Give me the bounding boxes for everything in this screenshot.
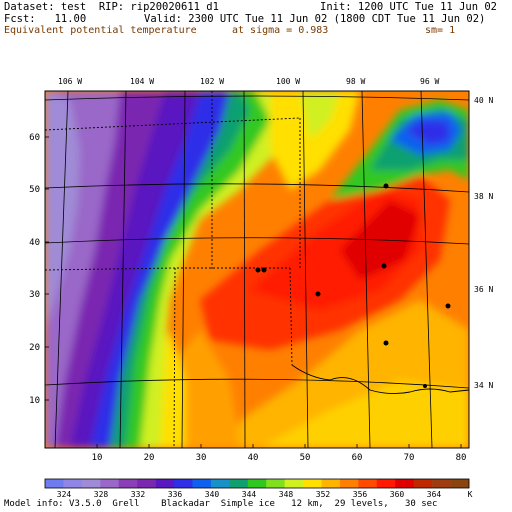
x-tick-6: 70: [404, 453, 415, 463]
colorbar-swatch: [284, 479, 304, 488]
cb-label-5: 344: [242, 490, 257, 499]
colorbar-swatch: [321, 479, 341, 488]
cb-unit: K: [468, 490, 473, 499]
colorbar-swatch: [192, 479, 212, 488]
x-tick-7: 80: [456, 453, 467, 463]
colorbar-frame: [44, 478, 470, 489]
y-tick-3: 40: [29, 238, 40, 248]
longitude-labels: 106 W 104 W 102 W 100 W 98 W 96 W: [58, 77, 439, 86]
colorbar-swatch: [303, 479, 322, 488]
cb-label-10: 364: [427, 490, 442, 499]
x-tick-0: 10: [92, 453, 103, 463]
colorbar-swatch: [137, 479, 156, 488]
y-tick-5: 60: [29, 133, 40, 143]
map-frame: [44, 90, 470, 449]
colorbar-swatch: [247, 479, 267, 488]
latitude-labels: 40 N 38 N 36 N 34 N: [474, 96, 493, 390]
forecast-label: Fcst: 11.00: [4, 13, 87, 25]
lat-label-2: 36 N: [474, 285, 493, 294]
x-tick-1: 20: [144, 453, 155, 463]
colorbar-swatch: [395, 479, 414, 488]
colorbar-swatch: [266, 479, 285, 488]
colorbar-swatch: [174, 479, 193, 488]
colorbar-swatch: [358, 479, 378, 488]
colorbar-swatch: [210, 479, 230, 488]
colorbar-swatch: [450, 479, 470, 488]
x-tick-3: 40: [248, 453, 259, 463]
lon-label-5: 96 W: [420, 77, 439, 86]
cb-label-9: 360: [390, 490, 405, 499]
cb-label-2: 332: [131, 490, 146, 499]
model-info: Model info: V3.5.0 Grell Blackadar Simpl…: [4, 499, 438, 509]
cb-label-6: 348: [279, 490, 294, 499]
x-tick-2: 30: [196, 453, 207, 463]
colorbar-swatch: [339, 479, 359, 488]
colorbar-swatch: [118, 479, 138, 488]
y-tick-2: 30: [29, 290, 40, 300]
x-tick-5: 60: [352, 453, 363, 463]
city-markers: [255, 183, 451, 388]
lon-label-1: 104 W: [130, 77, 154, 86]
smoothing-label: sm= 1: [425, 25, 456, 36]
lat-label-3: 34 N: [474, 381, 493, 390]
cb-label-4: 340: [205, 490, 220, 499]
y-tick-1: 20: [29, 343, 40, 353]
state-borders: [44, 91, 301, 449]
colorbar: [45, 479, 470, 488]
cb-label-1: 328: [94, 490, 109, 499]
colorbar-swatch: [63, 479, 83, 488]
colorbar-labels: 324 328 332 336 340 344 348 352 356 360 …: [57, 490, 473, 499]
dataset-label: Dataset: test RIP: rip20020611 d1: [4, 1, 219, 13]
grid-x-ticks: 10 20 30 40 50 60 70 80: [92, 453, 467, 463]
cb-label-3: 336: [168, 490, 183, 499]
lat-label-0: 40 N: [474, 96, 493, 105]
sigma-label: at sigma = 0.983: [232, 25, 329, 36]
colorbar-swatch: [413, 479, 433, 488]
y-tick-4: 50: [29, 185, 40, 195]
red-river-border: [291, 364, 470, 395]
valid-label: Valid: 2300 UTC Tue 11 Jun 02 (1800 CDT …: [144, 13, 486, 25]
colorbar-swatch: [229, 479, 249, 488]
x-tick-4: 50: [300, 453, 311, 463]
lon-label-3: 100 W: [276, 77, 300, 86]
lat-label-1: 38 N: [474, 192, 493, 201]
colorbar-swatch: [155, 479, 175, 488]
cb-label-7: 352: [316, 490, 331, 499]
colorbar-swatch: [376, 479, 396, 488]
colorbar-swatch: [81, 479, 101, 488]
y-tick-0: 10: [29, 396, 40, 406]
lon-label-2: 102 W: [200, 77, 224, 86]
lon-label-4: 98 W: [346, 77, 365, 86]
tick-marks: [45, 136, 462, 448]
colorbar-swatch: [45, 479, 64, 488]
field-label: Equivalent potential temperature: [4, 25, 197, 36]
colorbar-swatch: [432, 479, 451, 488]
init-label: Init: 1200 UTC Tue 11 Jun 02: [320, 1, 498, 13]
cb-label-0: 324: [57, 490, 72, 499]
colorbar-swatch: [100, 479, 120, 488]
lon-label-0: 106 W: [58, 77, 82, 86]
cb-label-8: 356: [353, 490, 368, 499]
grid-y-ticks: 10 20 30 40 50 60: [29, 133, 40, 406]
